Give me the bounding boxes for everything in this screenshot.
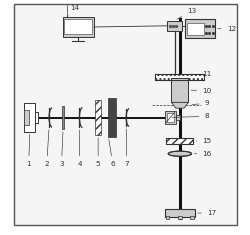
Bar — [190, 216, 194, 219]
Text: 12: 12 — [218, 26, 236, 32]
Text: 3: 3 — [59, 132, 64, 167]
Bar — [24, 103, 35, 132]
Bar — [155, 74, 204, 80]
Bar — [165, 209, 195, 217]
Bar — [35, 112, 38, 123]
Bar — [165, 111, 176, 124]
Ellipse shape — [168, 151, 192, 156]
Bar — [178, 216, 182, 219]
Text: 14: 14 — [67, 5, 80, 17]
Bar — [95, 100, 102, 135]
Text: 7: 7 — [124, 129, 129, 167]
Bar — [184, 19, 215, 38]
Bar — [166, 113, 174, 122]
Bar — [108, 98, 116, 137]
Text: 5: 5 — [96, 138, 100, 167]
Text: 15: 15 — [196, 138, 212, 144]
Text: 9: 9 — [192, 101, 209, 106]
Bar — [166, 138, 194, 144]
Bar — [64, 19, 92, 34]
Bar — [24, 110, 28, 125]
Text: 11: 11 — [202, 71, 211, 77]
Bar — [62, 17, 94, 37]
Bar — [187, 23, 204, 35]
Bar — [166, 216, 170, 219]
Bar — [62, 106, 64, 129]
Bar — [167, 20, 182, 31]
Bar — [166, 138, 194, 144]
Text: 1: 1 — [26, 134, 31, 167]
Text: 17: 17 — [198, 210, 216, 216]
Bar — [155, 74, 204, 80]
Text: 16: 16 — [194, 151, 212, 157]
Bar — [172, 78, 188, 102]
Text: 10: 10 — [191, 88, 212, 94]
Polygon shape — [172, 102, 188, 108]
Text: 8: 8 — [172, 113, 209, 119]
Text: 6: 6 — [109, 139, 115, 167]
Text: 13: 13 — [177, 8, 196, 19]
Text: 4: 4 — [77, 130, 82, 167]
Bar — [176, 115, 180, 120]
Text: 2: 2 — [44, 130, 49, 167]
